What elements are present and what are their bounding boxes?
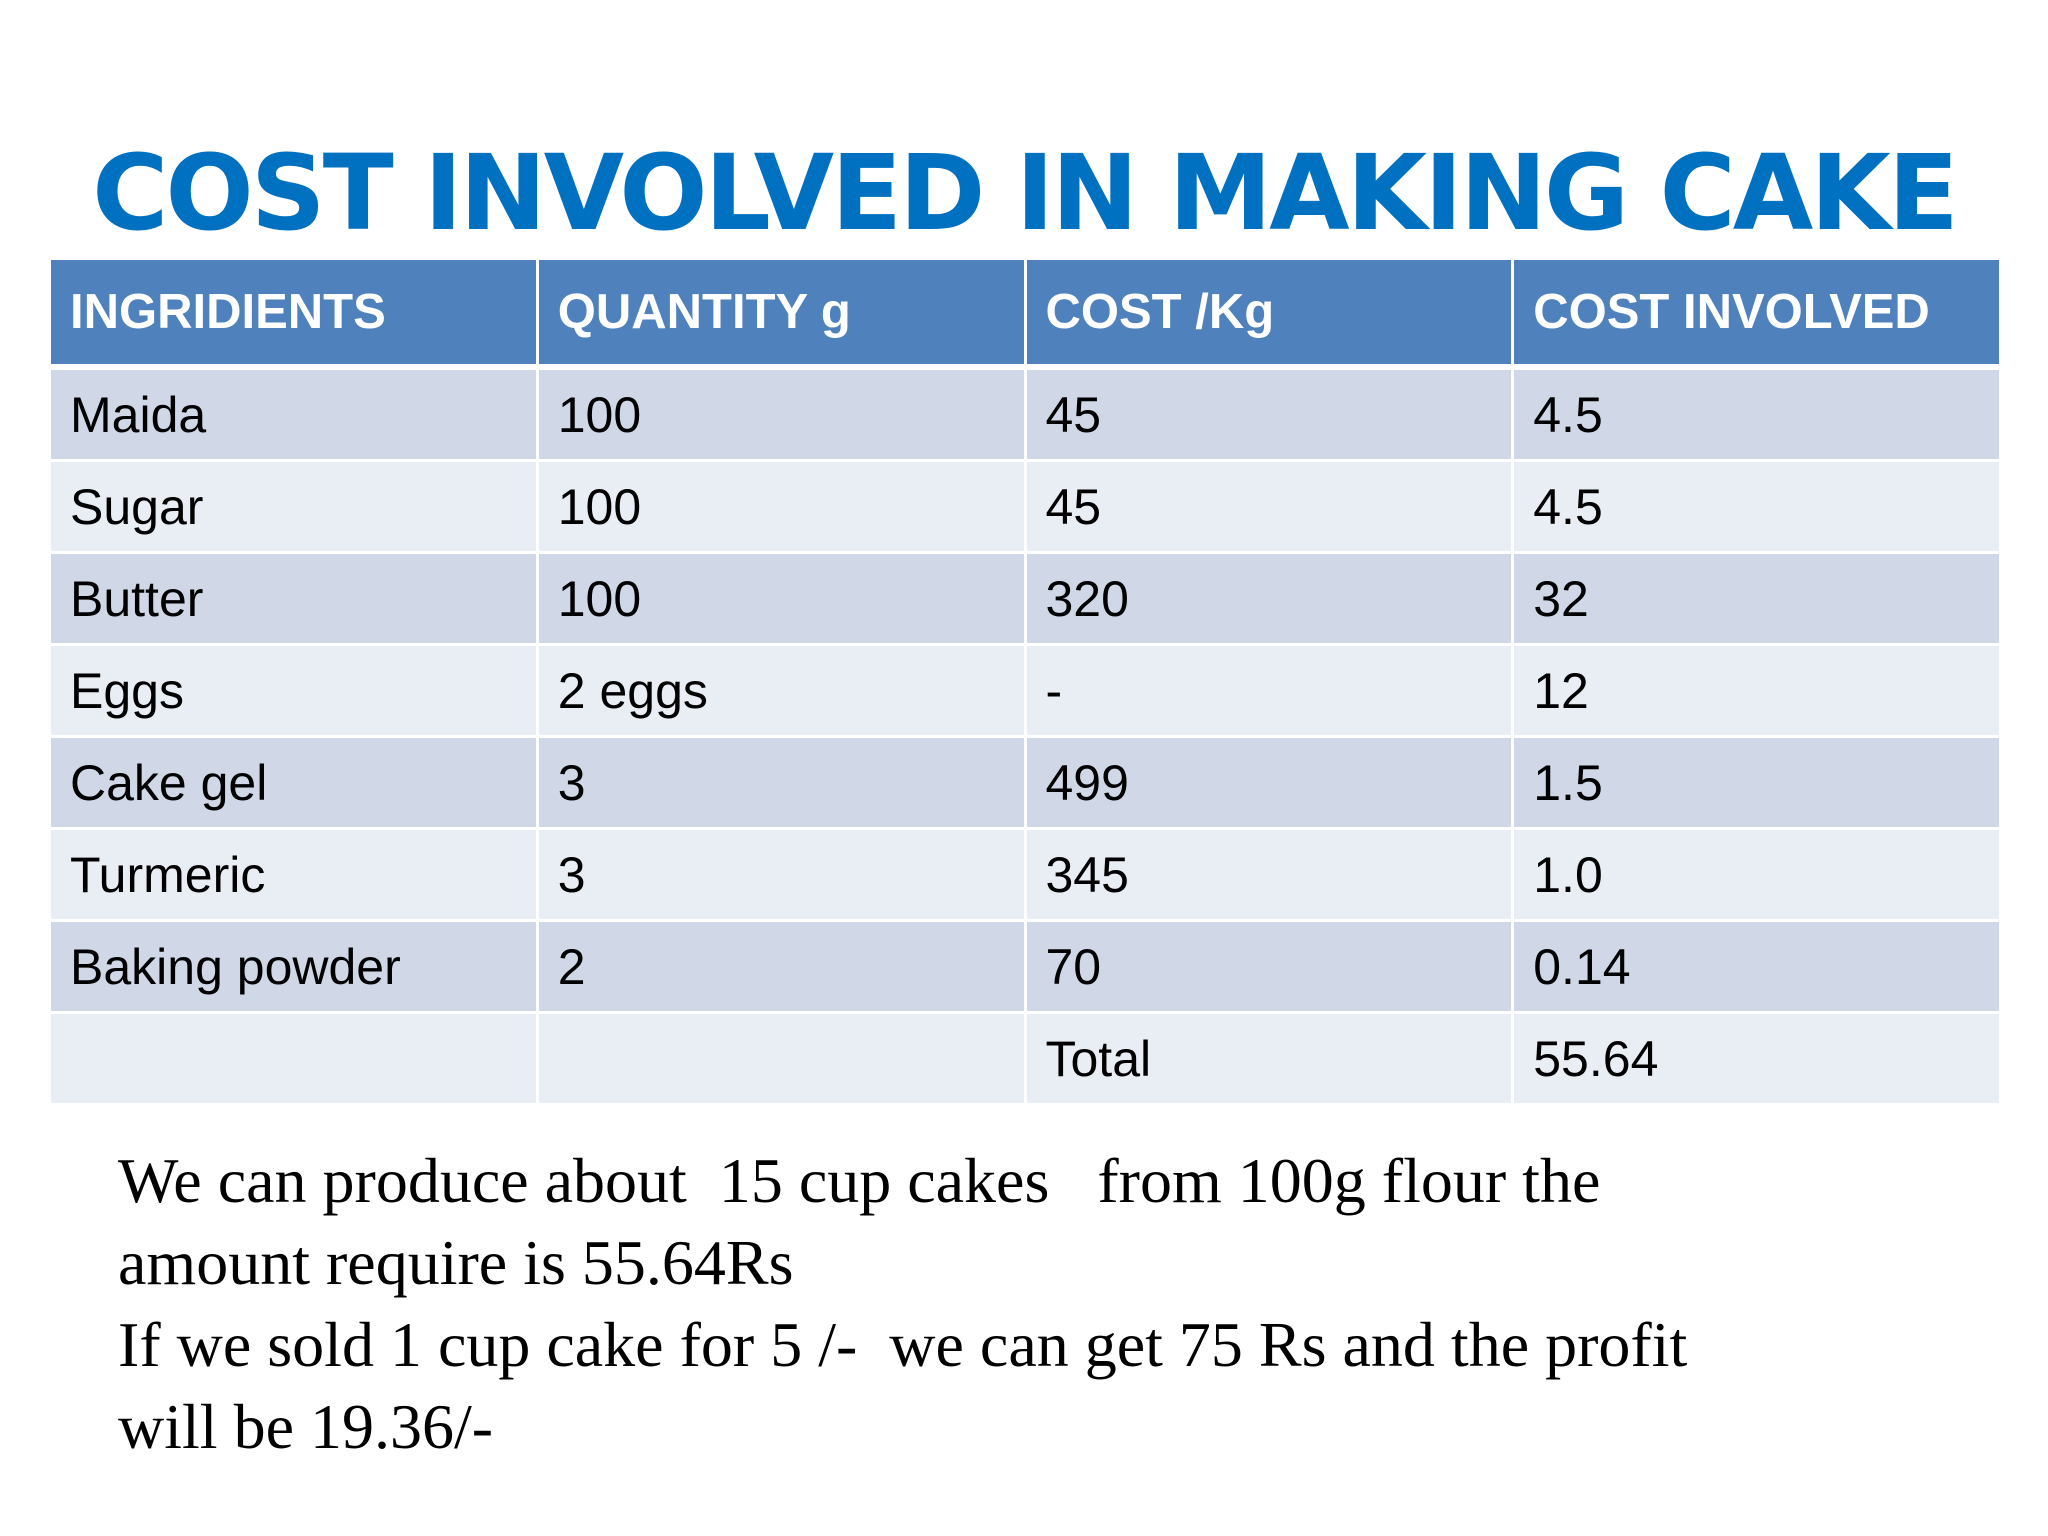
table-row: Eggs 2 eggs - 12 xyxy=(48,643,2002,738)
cell-ingredient: Turmeric xyxy=(48,827,539,922)
cell-empty xyxy=(48,1011,539,1106)
header-cost-involved: COST INVOLVED xyxy=(1511,257,2002,370)
header-ingredients: INGRIDIENTS xyxy=(48,257,539,370)
note-line: If we sold 1 cup cake for 5 /- we can ge… xyxy=(118,1309,1688,1380)
table-row: Sugar 100 45 4.5 xyxy=(48,459,2002,554)
table-row: Baking powder 2 70 0.14 xyxy=(48,919,2002,1014)
cell-cost-per-kg: 499 xyxy=(1023,735,1515,830)
cell-ingredient: Butter xyxy=(48,551,539,646)
cell-cost-per-kg: 345 xyxy=(1023,827,1515,922)
table-header-row: INGRIDIENTS QUANTITY g COST /Kg COST INV… xyxy=(48,257,2002,370)
cell-ingredient: Eggs xyxy=(48,643,539,738)
cell-cost-involved: 1.5 xyxy=(1511,735,2002,830)
total-label: Total xyxy=(1023,1011,1515,1106)
cell-cost-involved: 1.0 xyxy=(1511,827,2002,922)
total-value: 55.64 xyxy=(1511,1011,2002,1106)
cell-cost-per-kg: 320 xyxy=(1023,551,1515,646)
cell-quantity: 100 xyxy=(535,365,1027,462)
cell-quantity: 3 xyxy=(535,735,1027,830)
cell-quantity: 3 xyxy=(535,827,1027,922)
cell-empty xyxy=(535,1011,1027,1106)
cell-quantity: 2 eggs xyxy=(535,643,1027,738)
slide-title: COST INVOLVED IN MAKING CAKE xyxy=(92,132,1959,254)
cell-cost-per-kg: 45 xyxy=(1023,459,1515,554)
cell-ingredient: Maida xyxy=(48,365,539,462)
note-line: amount require is 55.64Rs xyxy=(118,1227,794,1298)
table-row: Maida 100 45 4.5 xyxy=(48,365,2002,462)
cell-cost-involved: 32 xyxy=(1511,551,2002,646)
cell-cost-involved: 12 xyxy=(1511,643,2002,738)
table-total-row: Total 55.64 xyxy=(48,1011,2002,1106)
cell-quantity: 2 xyxy=(535,919,1027,1014)
cell-cost-involved: 4.5 xyxy=(1511,365,2002,462)
cell-quantity: 100 xyxy=(535,551,1027,646)
cell-quantity: 100 xyxy=(535,459,1027,554)
cell-ingredient: Sugar xyxy=(48,459,539,554)
cell-ingredient: Baking powder xyxy=(48,919,539,1014)
note-line: will be 19.36/- xyxy=(118,1391,494,1462)
header-quantity: QUANTITY g xyxy=(535,257,1027,370)
cell-cost-involved: 0.14 xyxy=(1511,919,2002,1014)
table-row: Butter 100 320 32 xyxy=(48,551,2002,646)
cell-cost-involved: 4.5 xyxy=(1511,459,2002,554)
table-row: Cake gel 3 499 1.5 xyxy=(48,735,2002,830)
cell-ingredient: Cake gel xyxy=(48,735,539,830)
summary-note: We can produce about 15 cup cakes from 1… xyxy=(118,1140,1998,1468)
table-row: Turmeric 3 345 1.0 xyxy=(48,827,2002,922)
cell-cost-per-kg: - xyxy=(1023,643,1515,738)
cell-cost-per-kg: 70 xyxy=(1023,919,1515,1014)
header-cost-per-kg: COST /Kg xyxy=(1023,257,1515,370)
cost-table: INGRIDIENTS QUANTITY g COST /Kg COST INV… xyxy=(48,257,2002,1106)
cell-cost-per-kg: 45 xyxy=(1023,365,1515,462)
note-line: We can produce about 15 cup cakes from 1… xyxy=(118,1145,1601,1216)
